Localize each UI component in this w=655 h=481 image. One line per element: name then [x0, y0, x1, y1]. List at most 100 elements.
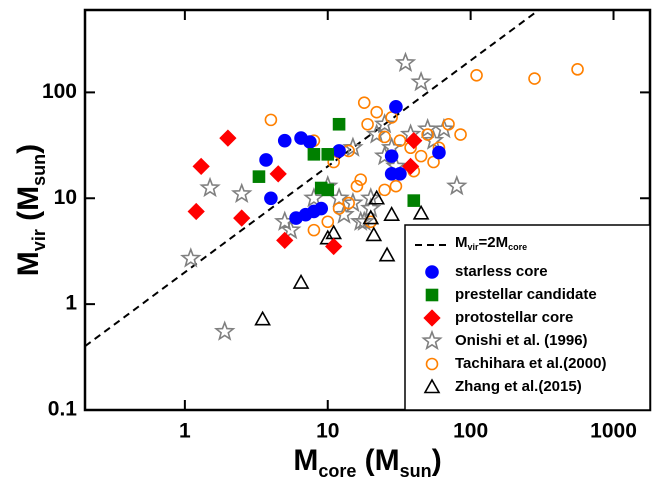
legend-label: Zhang et al.(2015)	[455, 378, 582, 395]
marker	[219, 129, 237, 147]
subscript: vir	[29, 229, 49, 251]
legend-label: Tachihara et al.(2000)	[455, 355, 606, 372]
marker	[192, 157, 210, 176]
marker	[412, 204, 430, 220]
y-tick-label: 10	[54, 186, 77, 209]
marker	[254, 310, 271, 326]
marker	[432, 145, 446, 160]
marker	[373, 112, 396, 134]
marker	[321, 183, 335, 197]
subscript: vir	[468, 242, 480, 252]
marker	[321, 148, 335, 161]
marker	[307, 223, 321, 237]
marker	[321, 215, 335, 229]
legend-box	[404, 224, 651, 411]
label-part: M	[455, 234, 468, 251]
marker	[264, 191, 278, 206]
marker	[389, 179, 403, 193]
label-part: )	[432, 444, 442, 477]
legend-label: Onishi et al. (1996)	[455, 332, 588, 349]
marker	[368, 189, 386, 205]
y-tick-label: 100	[42, 80, 77, 103]
marker	[423, 309, 441, 327]
legend-label: prestellar candidate	[455, 286, 597, 303]
marker	[307, 148, 321, 161]
subscript: core	[508, 242, 527, 252]
marker	[279, 218, 302, 240]
marker	[433, 117, 455, 139]
label-part: M	[12, 251, 45, 276]
marker	[252, 170, 266, 183]
marker	[303, 186, 325, 208]
marker	[325, 237, 343, 256]
y-tick-label: 1	[65, 292, 77, 315]
marker	[423, 378, 441, 394]
x-tick-label: 100	[453, 420, 488, 443]
marker	[470, 69, 483, 82]
marker	[410, 70, 432, 92]
marker	[314, 201, 329, 216]
legend-label: Mvir=2Mcore	[455, 234, 527, 252]
label-part: M	[293, 444, 318, 477]
marker	[264, 113, 278, 127]
marker	[378, 183, 391, 197]
legend-label: protostellar core	[455, 309, 573, 326]
reference-line	[85, 10, 541, 348]
marker	[454, 128, 467, 141]
marker	[393, 167, 407, 181]
marker	[319, 229, 337, 245]
label-part: =2M	[479, 234, 509, 251]
marker	[365, 226, 383, 242]
legend-label: starless core	[455, 263, 548, 280]
marker	[394, 51, 417, 72]
x-tick-label: 1000	[590, 420, 637, 443]
marker	[401, 157, 420, 176]
label-part: (M	[12, 186, 45, 229]
marker	[425, 288, 439, 302]
marker	[370, 105, 383, 119]
marker	[571, 63, 584, 76]
x-tick-label: 10	[316, 420, 339, 443]
marker	[414, 149, 428, 163]
marker	[353, 210, 375, 231]
marker	[332, 117, 346, 131]
marker	[405, 132, 423, 150]
x-axis-title: Mcore (Msun)	[293, 444, 441, 481]
marker	[187, 202, 205, 221]
subscript: sun	[29, 154, 49, 186]
marker	[442, 117, 455, 131]
marker	[421, 329, 443, 351]
marker	[233, 209, 251, 227]
marker	[277, 133, 292, 148]
y-axis-title: Mvir (Msun)	[12, 144, 49, 276]
marker	[213, 320, 236, 341]
plot-frame	[83, 8, 652, 412]
marker	[383, 206, 401, 221]
marker	[357, 96, 371, 109]
marker	[446, 174, 468, 196]
label-part: )	[12, 144, 45, 154]
x-tick-label: 1	[179, 420, 191, 443]
marker	[425, 357, 439, 371]
marker	[378, 246, 396, 262]
marker	[362, 209, 380, 225]
marker	[180, 247, 202, 268]
marker	[342, 196, 355, 210]
y-tick-label: 0.1	[48, 398, 78, 421]
marker	[354, 173, 367, 186]
marker	[259, 153, 273, 167]
marker	[303, 135, 317, 149]
marker	[389, 100, 403, 114]
marker	[425, 265, 439, 279]
legend: Mvir=2Mcore starless core prestellar candi…	[404, 224, 651, 411]
label-part: (M	[356, 444, 399, 477]
marker	[199, 176, 221, 198]
marker	[528, 72, 541, 85]
plot-area	[85, 10, 584, 348]
marker	[332, 144, 346, 158]
subscript: core	[318, 461, 356, 481]
subscript: sun	[400, 461, 432, 481]
marker	[289, 211, 303, 225]
marker	[407, 194, 421, 207]
marker	[361, 117, 374, 131]
